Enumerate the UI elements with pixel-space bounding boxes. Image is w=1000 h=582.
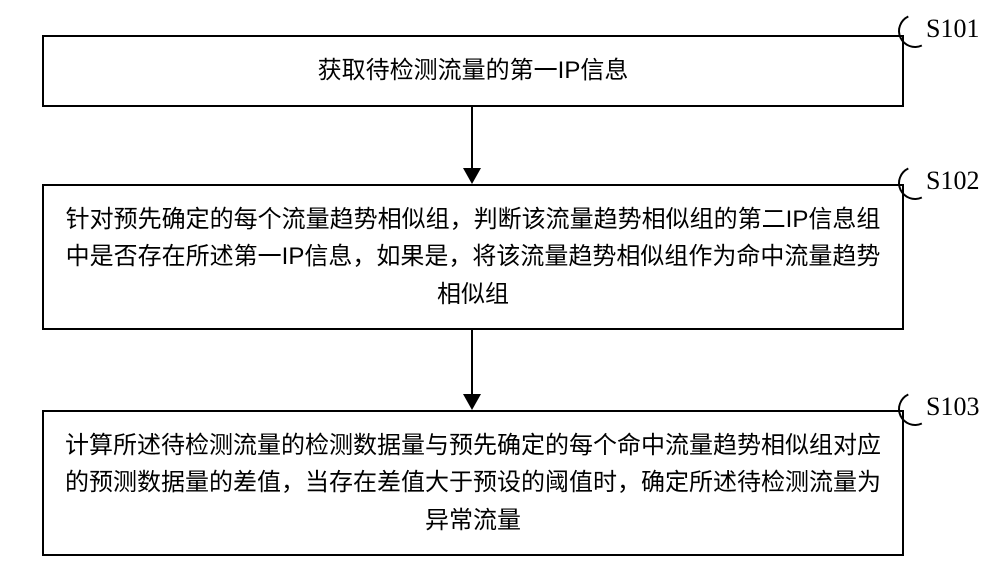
arrow-head (463, 394, 481, 410)
arrow-head (463, 168, 481, 184)
step-text: 计算所述待检测流量的检测数据量与预先确定的每个命中流量趋势相似组对应的预测数据量… (64, 427, 882, 539)
step-label-s101: S101 (926, 14, 979, 44)
step-label-s102: S102 (926, 166, 979, 196)
step-label-s103: S103 (926, 392, 979, 422)
arrow-line (471, 107, 473, 168)
step-text: 针对预先确定的每个流量趋势相似组，判断该流量趋势相似组的第二IP信息组中是否存在… (64, 201, 882, 313)
step-box-s101: 获取待检测流量的第一IP信息 (42, 35, 904, 107)
arrow-line (471, 330, 473, 394)
step-box-s103: 计算所述待检测流量的检测数据量与预先确定的每个命中流量趋势相似组对应的预测数据量… (42, 410, 904, 556)
flowchart-canvas: 获取待检测流量的第一IP信息 S101 针对预先确定的每个流量趋势相似组，判断该… (0, 0, 1000, 582)
step-box-s102: 针对预先确定的每个流量趋势相似组，判断该流量趋势相似组的第二IP信息组中是否存在… (42, 184, 904, 330)
step-text: 获取待检测流量的第一IP信息 (318, 52, 629, 89)
